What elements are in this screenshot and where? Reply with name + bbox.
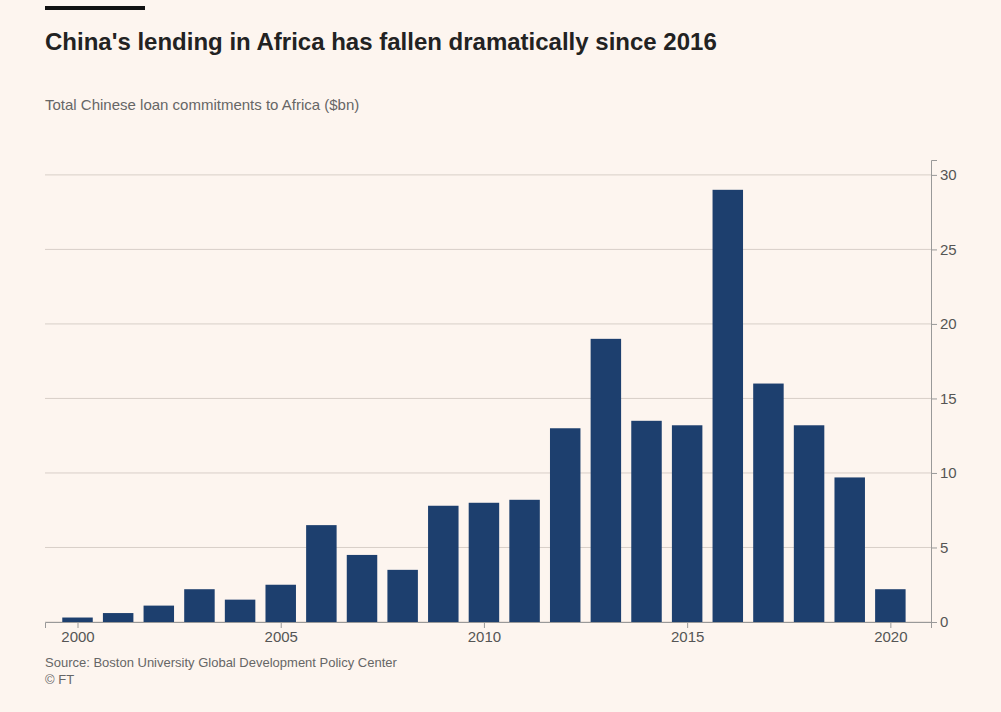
y-tick: 10 <box>931 464 957 481</box>
x-tick: 2010 <box>468 622 501 645</box>
y-tick-mark <box>931 249 937 250</box>
bar <box>306 525 336 622</box>
y-tick: 15 <box>931 390 957 407</box>
y-axis: 0 5 10 15 20 25 30 <box>931 161 957 631</box>
bar <box>550 428 580 622</box>
bar <box>794 425 824 622</box>
y-tick-mark <box>931 547 937 548</box>
x-tick: 2020 <box>874 622 907 645</box>
x-tick-label: 2000 <box>61 628 94 645</box>
grid-line <box>45 398 931 399</box>
x-tick-label: 2015 <box>671 628 704 645</box>
background <box>0 0 1001 712</box>
source-line: Source: Boston University Global Develop… <box>45 655 398 670</box>
bar <box>62 618 92 622</box>
y-tick-mark <box>931 175 937 176</box>
y-tick: 5 <box>931 539 948 556</box>
y-tick-label: 25 <box>940 241 957 258</box>
grid-line <box>45 174 931 175</box>
bar <box>387 570 417 622</box>
x-tick-label: 2020 <box>874 628 907 645</box>
bar <box>753 384 783 622</box>
subtitle: Total Chinese loan commitments to Africa… <box>45 96 359 113</box>
title: China's lending in Africa has fallen dra… <box>45 28 717 55</box>
bar <box>591 339 621 622</box>
y-axis-line <box>932 161 938 623</box>
y-tick-label: 15 <box>940 390 957 407</box>
chart-svg: China's lending in Africa has fallen dra… <box>0 0 1001 712</box>
bar <box>469 503 499 622</box>
x-tick-label: 2005 <box>265 628 298 645</box>
bar <box>713 190 743 622</box>
y-tick: 30 <box>931 166 957 183</box>
bar <box>834 477 864 622</box>
source-line: © FT <box>45 672 74 687</box>
x-tick-label: 2010 <box>468 628 501 645</box>
y-tick-mark <box>931 473 937 474</box>
grid-line <box>45 323 931 324</box>
y-tick: 0 <box>931 613 948 630</box>
y-tick-mark <box>931 622 937 623</box>
x-tick: 2015 <box>671 622 704 645</box>
plot: 2000 2005 2010 2015 2020 0 5 10 15 20 25 30 <box>45 161 957 645</box>
accent-line <box>45 6 145 10</box>
source: Source: Boston University Global Develop… <box>45 655 398 687</box>
y-tick-label: 20 <box>940 315 957 332</box>
y-tick-label: 10 <box>940 464 957 481</box>
y-tick-label: 30 <box>940 166 957 183</box>
bar <box>631 421 661 622</box>
x-tick: 2005 <box>265 622 298 645</box>
bar <box>103 613 133 622</box>
y-tick: 20 <box>931 315 957 332</box>
y-tick-mark <box>931 398 937 399</box>
bar <box>265 585 295 622</box>
y-tick: 25 <box>931 241 957 258</box>
bar <box>347 555 377 622</box>
bar <box>144 606 174 622</box>
bar <box>184 589 214 622</box>
x-tick: 2000 <box>61 622 94 645</box>
y-tick-mark <box>931 324 937 325</box>
y-tick-label: 5 <box>940 539 948 556</box>
y-tick-label: 0 <box>940 613 948 630</box>
bar <box>875 589 905 622</box>
grid <box>45 175 931 622</box>
bar <box>428 506 458 622</box>
grid-line <box>45 249 931 250</box>
bar <box>509 500 539 622</box>
x-axis: 2000 2005 2010 2015 2020 <box>46 622 932 645</box>
bar <box>672 425 702 622</box>
bars <box>62 190 905 622</box>
bar <box>225 600 255 622</box>
